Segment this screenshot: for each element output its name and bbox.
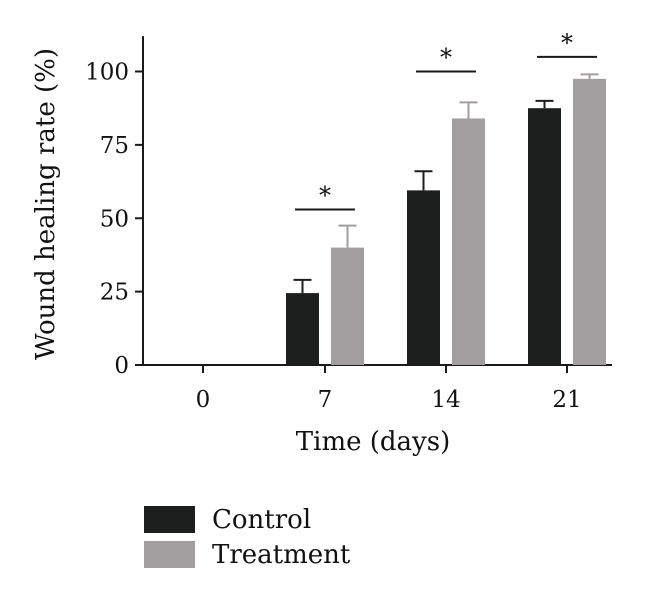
legend-swatch-control	[144, 506, 195, 533]
y-axis-title: Wound healing rate (%)	[31, 48, 61, 360]
bar-treatment-14	[452, 118, 485, 366]
significance-markers: * * *	[295, 29, 597, 211]
significance-star-14: *	[440, 44, 452, 72]
y-tick-label: 50	[100, 206, 129, 232]
y-tick-label: 0	[114, 353, 129, 379]
legend-label-control: Control	[212, 505, 311, 535]
bar-treatment-7	[331, 247, 364, 365]
error-bars	[293, 73, 599, 294]
significance-star-7: *	[319, 181, 331, 209]
y-tick-label: 75	[100, 133, 129, 159]
x-tick-label: 7	[318, 387, 333, 413]
axes: 0 25 50 75 100 0 7 14 21	[85, 36, 612, 413]
x-tick-label: 14	[431, 387, 460, 413]
bar-control-7	[286, 293, 319, 365]
significance-star-21: *	[561, 29, 573, 57]
bar-control-21	[528, 108, 561, 365]
x-tick-label: 0	[196, 387, 211, 413]
legend: Control Treatment	[144, 505, 351, 570]
legend-label-treatment: Treatment	[212, 540, 351, 570]
bar-treatment-21	[573, 78, 606, 366]
y-tick-label: 100	[85, 60, 129, 86]
bar-control-14	[407, 190, 440, 365]
y-tick-label: 25	[100, 280, 129, 306]
x-tick-label: 21	[552, 387, 581, 413]
bars	[286, 78, 606, 366]
legend-swatch-treatment	[144, 541, 195, 568]
x-axis-title: Time (days)	[296, 427, 450, 457]
